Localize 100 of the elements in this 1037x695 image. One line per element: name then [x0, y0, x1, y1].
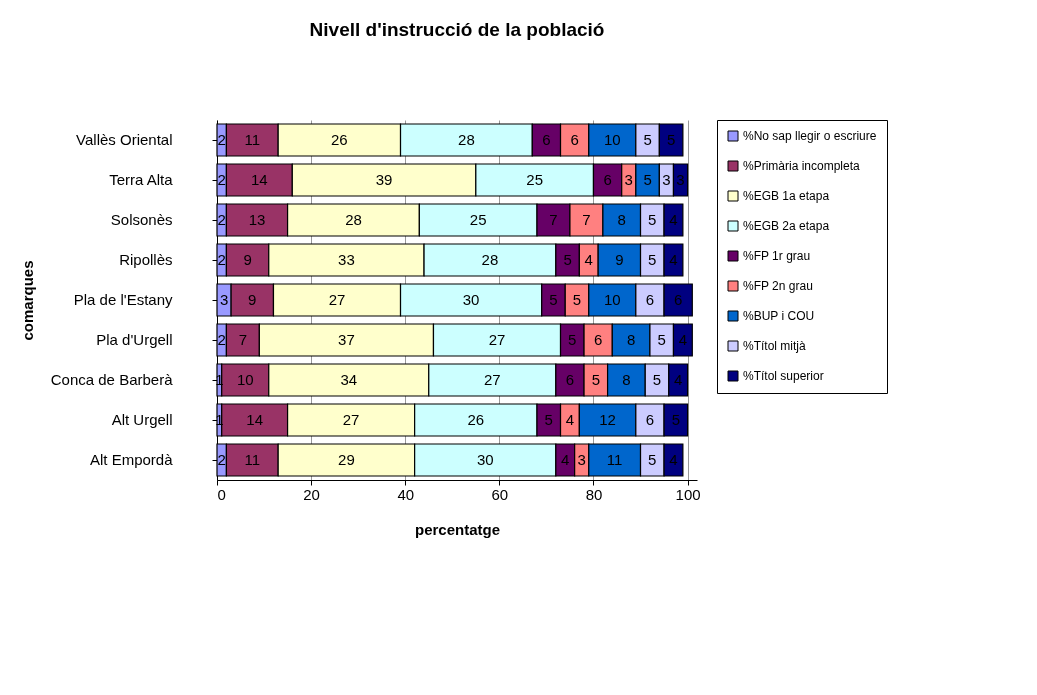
data-label: 28 [481, 251, 499, 268]
data-label: 2 [217, 451, 226, 468]
data-label: 5 [591, 371, 600, 388]
data-label: 5 [572, 291, 582, 308]
y-tick-label: Alt Urgell [111, 411, 173, 428]
data-label: 3 [219, 291, 229, 308]
data-label: 4 [669, 211, 678, 228]
data-label: 5 [544, 411, 553, 428]
data-label: 1 [215, 411, 224, 428]
data-label: 11 [244, 451, 261, 468]
y-axis-title: comarques [18, 260, 36, 341]
data-label: 27 [342, 411, 360, 428]
legend-label: %EGB 1a etapa [743, 189, 830, 203]
data-label: 2 [217, 331, 226, 348]
data-label: 28 [458, 131, 475, 148]
y-tick-label: Pla d'Urgell [96, 331, 173, 348]
data-label: 27 [328, 291, 346, 308]
data-label: 5 [671, 411, 680, 428]
data-label: 25 [469, 211, 487, 228]
data-label: 6 [645, 411, 655, 428]
data-label: 14 [251, 171, 268, 188]
data-label: 34 [340, 371, 358, 388]
data-label: 6 [565, 371, 575, 388]
data-label: 5 [648, 211, 657, 228]
y-tick-label: Solsonès [110, 211, 173, 228]
data-label: 25 [526, 171, 543, 188]
data-label: 2 [217, 131, 226, 148]
data-label: 26 [467, 411, 485, 428]
data-label: 3 [577, 451, 586, 468]
data-label: 5 [549, 291, 558, 308]
data-label: 10 [603, 291, 621, 308]
data-label: 5 [648, 451, 657, 468]
data-label: 2 [217, 251, 226, 268]
x-tick-label: 100 [675, 485, 701, 503]
data-label: 27 [483, 371, 501, 388]
legend-label: %Primària incompleta [743, 159, 861, 173]
data-label: 6 [645, 291, 655, 308]
data-label: 5 [652, 371, 662, 388]
data-label: 9 [248, 291, 257, 308]
y-tick-label: Terra Alta [109, 171, 174, 188]
legend-label: %EGB 2a etapa [743, 219, 830, 233]
data-label: 2 [217, 171, 226, 188]
legend-label: %Títol superior [743, 369, 824, 383]
data-label: 4 [674, 371, 683, 388]
data-label: 8 [622, 371, 631, 388]
data-label: 28 [345, 211, 362, 228]
x-tick-label: 0 [217, 485, 226, 503]
x-tick-label: 60 [491, 485, 509, 503]
data-label: 6 [674, 291, 683, 308]
data-label: 11 [606, 451, 623, 468]
y-tick-label: Conca de Barberà [50, 371, 174, 388]
data-label: 5 [568, 331, 577, 348]
data-label: 3 [624, 171, 633, 188]
y-tick-label: Vallès Oriental [76, 131, 173, 148]
data-label: 30 [476, 451, 494, 468]
legend-label: %FP 2n grau [743, 279, 813, 293]
data-label: 9 [615, 251, 624, 268]
data-label: 7 [582, 211, 591, 228]
x-axis-title: percentatge [414, 520, 501, 538]
data-label: 4 [669, 251, 678, 268]
x-tick-label: 20 [303, 485, 320, 503]
data-label: 29 [338, 451, 355, 468]
data-label: 10 [603, 131, 621, 148]
data-label: 5 [643, 131, 652, 148]
data-label: 39 [375, 171, 393, 188]
x-tick-label: 40 [397, 485, 415, 503]
data-label: 2 [217, 211, 226, 228]
data-label: 8 [626, 331, 636, 348]
data-label: 7 [549, 211, 558, 228]
data-label: 30 [462, 291, 480, 308]
data-label: 1 [215, 371, 224, 388]
data-label: 6 [603, 171, 612, 188]
data-label: 13 [248, 211, 266, 228]
data-label: 6 [570, 131, 579, 148]
data-label: 26 [331, 131, 348, 148]
legend-label: %Títol mitjà [743, 339, 806, 353]
legend-label: %BUP i COU [743, 309, 815, 323]
data-label: 5 [666, 131, 676, 148]
y-tick-label: Ripollès [119, 251, 173, 268]
y-tick-label: Pla de l'Estany [73, 291, 173, 308]
data-label: 37 [338, 331, 355, 348]
data-label: 27 [488, 331, 506, 348]
data-label: 7 [238, 331, 248, 348]
data-label: 4 [678, 331, 688, 348]
data-label: 5 [643, 171, 652, 188]
legend-label: %FP 1r grau [743, 249, 811, 263]
legend-label: %No sap llegir o escriure [743, 129, 877, 143]
data-label: 33 [338, 251, 355, 268]
data-label: 8 [617, 211, 626, 228]
data-label: 9 [243, 251, 252, 268]
data-label: 4 [565, 411, 575, 428]
data-label: 4 [561, 451, 570, 468]
data-label: 6 [594, 331, 603, 348]
data-label: 10 [236, 371, 254, 388]
data-label: 3 [676, 171, 685, 188]
data-label: 6 [542, 131, 551, 148]
x-tick-label: 80 [585, 485, 603, 503]
y-tick-label: Alt Empordà [89, 451, 174, 468]
data-label: 14 [246, 411, 263, 428]
data-label: 5 [657, 331, 666, 348]
